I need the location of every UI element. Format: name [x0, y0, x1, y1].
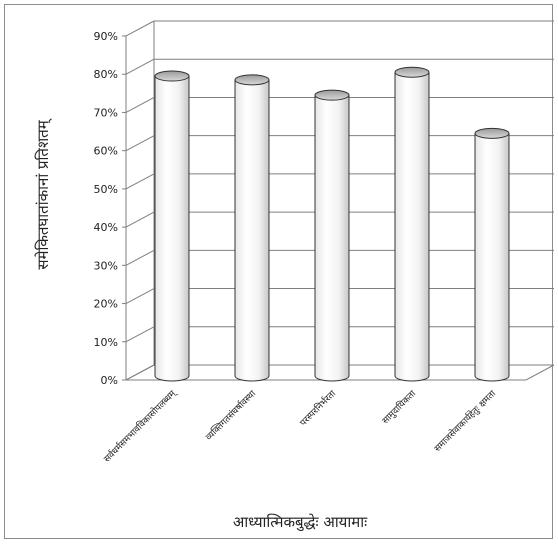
x-tick-label: सर्वधर्मसमभावविकासोपलब्धम्	[101, 386, 180, 465]
y-axis-label: समेकितघातांकानां प्रतिशतम्	[34, 118, 52, 269]
x-axis-label: आध्यात्मिकबुद्धेः आयामाः	[233, 513, 368, 532]
y-tick-label: 90%	[94, 30, 118, 43]
bar	[234, 74, 270, 382]
gridline-diagonal	[125, 288, 155, 304]
bar-body	[314, 94, 350, 382]
y-tick-label: 70%	[94, 106, 118, 119]
gridline-diagonal	[125, 20, 155, 37]
bar	[154, 70, 190, 382]
bar-top	[314, 89, 350, 101]
bar	[394, 66, 430, 382]
chart-frame	[4, 4, 553, 539]
bar-body	[394, 71, 430, 382]
bar-top	[234, 74, 270, 86]
gridline-diagonal	[125, 364, 155, 381]
y-tick-label: 50%	[94, 183, 118, 196]
y-tick-label: 10%	[94, 336, 118, 349]
gridline-diagonal	[125, 173, 155, 190]
y-tick-label: 40%	[94, 221, 118, 234]
x-tick-label: सामुदायिकता	[379, 387, 418, 426]
bar-top	[154, 70, 190, 82]
bar	[474, 127, 510, 382]
bar-top	[474, 127, 510, 139]
gridline-diagonal	[125, 326, 155, 343]
y-tick-label: 80%	[94, 68, 118, 81]
bar	[314, 89, 350, 382]
gridline-diagonal	[125, 135, 155, 152]
bars	[154, 66, 510, 382]
gridline-diagonal	[125, 249, 155, 266]
gridline-diagonal	[125, 211, 155, 228]
bar-body	[474, 132, 510, 382]
x-tick-label: परस्परनिर्भरता	[297, 387, 338, 428]
x-axis-categories: सर्वधर्मसमभावविकासोपलब्धम् व्यक्तिगतसंघर्…	[101, 386, 499, 465]
bar-top	[394, 66, 430, 78]
y-tick-label: 0%	[101, 374, 118, 387]
gridline-diagonal	[125, 58, 155, 75]
y-tick-label: 30%	[94, 259, 118, 272]
y-tick-label: 20%	[94, 298, 118, 311]
x-tick-label: व्यक्तिगतसंघर्षावस्था	[203, 387, 259, 443]
bar-body	[154, 75, 190, 382]
x-tick-label: समाजसेवाकार्यहेतुः क्षमता	[431, 387, 498, 454]
bar-body	[234, 79, 270, 382]
y-axis-ticks: 0% 10% 20% 30% 40% 50% 60% 70% 80% 90%	[94, 30, 126, 387]
gridline-diagonal	[125, 97, 155, 113]
y-tick-label: 60%	[94, 145, 118, 158]
